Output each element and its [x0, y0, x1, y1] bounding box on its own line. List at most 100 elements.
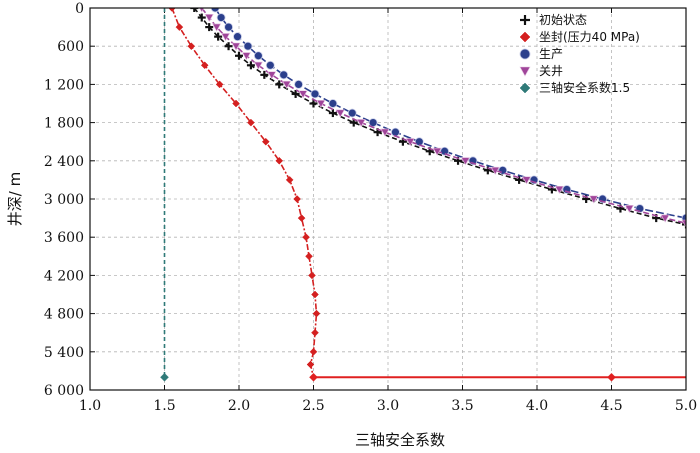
- x-axis-title: 三轴安全系数: [355, 431, 445, 449]
- legend-label: 生产: [539, 47, 563, 61]
- data-point-plus: [214, 32, 223, 41]
- data-point-diamond: [519, 82, 531, 94]
- x-tick-label: 2.0: [228, 398, 250, 414]
- data-point-circle: [519, 48, 531, 60]
- legend-label: 关井: [539, 64, 563, 78]
- data-point-triangle: [241, 52, 251, 61]
- data-point-circle: [279, 70, 289, 80]
- y-tick-label: 1 200: [44, 77, 84, 93]
- data-point-diamond: [302, 233, 310, 242]
- data-point-diamond: [215, 80, 224, 89]
- data-point-diamond: [309, 347, 318, 356]
- data-point-triangle: [460, 157, 470, 166]
- data-point-diamond: [519, 31, 531, 43]
- data-point-plus: [235, 51, 243, 60]
- data-point-circle: [233, 32, 242, 42]
- data-point-diamond: [247, 118, 255, 127]
- data-point-diamond: [607, 372, 616, 382]
- data-point-plus: [224, 42, 233, 51]
- data-point-circle: [414, 137, 424, 147]
- data-point-triangle: [231, 42, 241, 51]
- data-point-plus: [309, 99, 318, 108]
- data-point-diamond: [297, 214, 306, 222]
- data-point-plus: [197, 13, 206, 22]
- y-tick-label: 1 800: [44, 116, 84, 132]
- data-point-triangle: [405, 138, 415, 147]
- data-point-circle: [440, 146, 450, 156]
- data-point-circle: [265, 60, 275, 70]
- data-point-diamond: [311, 328, 319, 337]
- data-point-circle: [224, 22, 233, 32]
- data-point-circle: [216, 13, 226, 22]
- data-point-triangle: [589, 195, 599, 204]
- y-tick-label: 4 800: [44, 307, 84, 323]
- data-point-diamond: [306, 360, 315, 369]
- x-tick-label: 3.0: [377, 398, 399, 414]
- data-point-diamond: [200, 61, 209, 70]
- data-point-circle: [391, 127, 400, 137]
- data-point-triangle: [681, 219, 686, 228]
- series-1: [168, 8, 321, 382]
- data-point-circle: [347, 108, 357, 118]
- data-point-diamond: [293, 195, 301, 203]
- y-tick-label: 5 400: [44, 345, 84, 361]
- data-point-triangle: [335, 109, 345, 118]
- x-tick-label: 3.5: [451, 398, 473, 414]
- y-axis-title: 井深/ m: [6, 172, 24, 226]
- y-tick-label: 3 000: [44, 192, 84, 208]
- series-group: [160, 8, 686, 382]
- data-point-plus: [260, 70, 269, 79]
- data-point-diamond: [175, 23, 184, 31]
- legend-label: 初始状态: [539, 13, 587, 27]
- data-point-triangle: [624, 205, 634, 214]
- data-point-diamond: [275, 156, 284, 165]
- data-point-diamond: [261, 137, 270, 146]
- data-point-diamond: [308, 271, 316, 280]
- y-tick-label: 4 200: [44, 268, 84, 284]
- x-tick-label: 2.5: [302, 398, 324, 414]
- data-point-plus: [682, 220, 686, 229]
- data-point-triangle: [221, 33, 231, 42]
- legend-item-2: 生产: [519, 47, 563, 61]
- data-point-triangle: [212, 23, 222, 32]
- x-tick-label: 5.0: [675, 398, 697, 414]
- data-point-circle: [294, 80, 304, 89]
- series-4: [160, 8, 169, 382]
- x-tick-label: 1.0: [79, 398, 101, 414]
- data-point-circle: [328, 99, 338, 108]
- legend-item-0: 初始状态: [520, 13, 587, 27]
- data-point-triangle: [432, 147, 442, 156]
- data-point-plus: [246, 61, 255, 70]
- data-point-diamond: [168, 8, 176, 12]
- data-point-triangle: [554, 185, 564, 195]
- data-point-triangle: [267, 71, 277, 80]
- data-point-circle: [253, 51, 263, 61]
- data-point-triangle: [519, 66, 531, 77]
- data-point-diamond: [312, 309, 321, 318]
- data-point-triangle: [316, 100, 326, 109]
- series-line: [193, 8, 686, 226]
- legend-item-1: 坐封(压力40 MPa): [519, 30, 640, 44]
- data-point-triangle: [253, 61, 263, 70]
- y-tick-label: 2 400: [44, 154, 84, 170]
- legend-item-4: 三轴安全系数1.5: [519, 80, 630, 95]
- data-point-diamond: [187, 42, 196, 51]
- legend-label: 三轴安全系数1.5: [539, 80, 630, 95]
- data-point-plus: [328, 109, 337, 118]
- data-point-diamond: [305, 252, 313, 261]
- legend-label: 坐封(压力40 MPa): [539, 30, 640, 44]
- data-point-diamond: [232, 99, 240, 108]
- data-point-plus: [190, 8, 199, 12]
- plot-frame: [89, 7, 687, 391]
- series-line: [214, 8, 686, 219]
- data-point-plus: [291, 89, 300, 98]
- series-3: [199, 8, 686, 228]
- data-point-plus: [205, 23, 214, 32]
- data-point-triangle: [380, 128, 390, 137]
- legend-item-3: 关井: [519, 64, 563, 78]
- data-point-plus: [275, 80, 284, 89]
- y-tick-label: 0: [75, 1, 84, 17]
